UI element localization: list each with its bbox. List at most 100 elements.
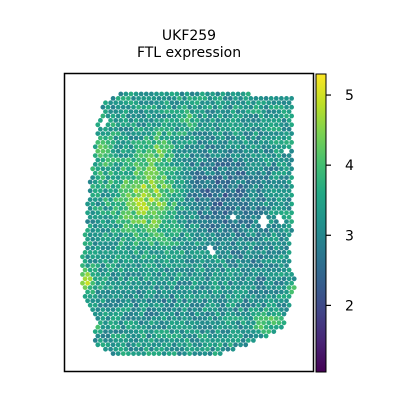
expression-spot [161,166,167,172]
expression-spot [233,192,238,198]
expression-spot [141,351,147,356]
expression-spot [182,131,187,137]
expression-spot [177,272,182,277]
expression-spot [217,131,223,137]
expression-spot [115,175,121,181]
expression-spot [284,254,289,260]
expression-spot [279,140,284,145]
expression-spot [133,206,139,211]
expression-spot [273,140,279,145]
expression-spot [281,118,287,123]
expression-spot [228,263,233,268]
expression-spot [258,333,264,339]
expression-spot [159,232,165,238]
expression-spot [228,342,233,348]
expression-spot [210,258,216,264]
expression-spot [268,254,274,260]
expression-spot [238,316,244,321]
expression-spot [174,302,180,308]
expression-spot [273,228,279,233]
expression-spot [125,236,131,242]
expression-spot [220,162,226,167]
expression-spot [256,109,261,114]
expression-spot [166,254,172,260]
expression-spot [115,113,121,119]
expression-spot [279,166,284,172]
expression-spot [115,96,121,101]
expression-spot [189,118,195,123]
expression-spot [133,232,139,238]
expression-spot [243,219,249,225]
expression-spot [220,179,226,185]
expression-spot [217,342,223,348]
expression-spot [268,263,274,268]
expression-spot [207,148,213,154]
expression-spot [184,206,190,211]
expression-spot [281,311,287,317]
expression-spot [281,153,287,159]
expression-spot [164,100,170,106]
expression-spot [159,188,165,194]
expression-spot [92,206,98,211]
expression-spot [207,96,213,101]
expression-spot [85,263,90,268]
expression-spot [202,280,208,286]
expression-spot [187,272,193,277]
expression-spot [192,307,198,312]
expression-spot [115,236,121,242]
expression-spot [136,148,142,154]
expression-spot [113,302,119,308]
expression-spot [85,272,90,277]
expression-spot [138,223,144,229]
expression-spot [205,162,210,167]
expression-spot [233,184,238,189]
expression-spot [271,232,277,238]
expression-spot [95,289,101,295]
expression-spot [133,126,139,132]
expression-spot [286,302,292,308]
expression-spot [123,285,129,290]
expression-spot [138,241,144,247]
expression-spot [276,232,282,238]
expression-spot [284,272,289,277]
expression-spot [159,329,165,334]
expression-spot [184,91,190,97]
expression-spot [207,175,213,181]
expression-spot [233,245,238,251]
expression-spot [166,175,172,181]
expression-spot [159,100,165,106]
expression-spot [131,263,136,268]
expression-spot [202,113,208,119]
expression-spot [210,241,216,247]
expression-spot [253,113,259,119]
expression-spot [146,351,152,356]
expression-spot [205,241,210,247]
expression-spot [210,206,216,211]
expression-spot [118,170,124,176]
expression-spot [205,338,210,343]
expression-spot [217,298,223,304]
expression-spot [161,131,167,137]
expression-spot [276,302,282,308]
expression-spot [194,144,200,150]
expression-spot [220,294,226,299]
expression-spot [230,294,236,299]
expression-spot [161,219,167,225]
expression-spot [179,285,185,290]
expression-spot [251,153,256,159]
expression-spot [87,179,93,185]
expression-spot [215,329,221,334]
expression-spot [156,219,162,225]
expression-spot [159,285,165,290]
expression-spot [108,135,113,141]
expression-spot [164,294,170,299]
expression-spot [184,320,190,326]
expression-spot [215,232,221,238]
expression-spot [143,338,149,343]
expression-spot [151,122,157,128]
expression-spot [174,241,180,247]
expression-spot [100,245,106,251]
expression-spot [115,263,121,268]
expression-spot [169,144,175,150]
expression-spot [166,351,172,356]
